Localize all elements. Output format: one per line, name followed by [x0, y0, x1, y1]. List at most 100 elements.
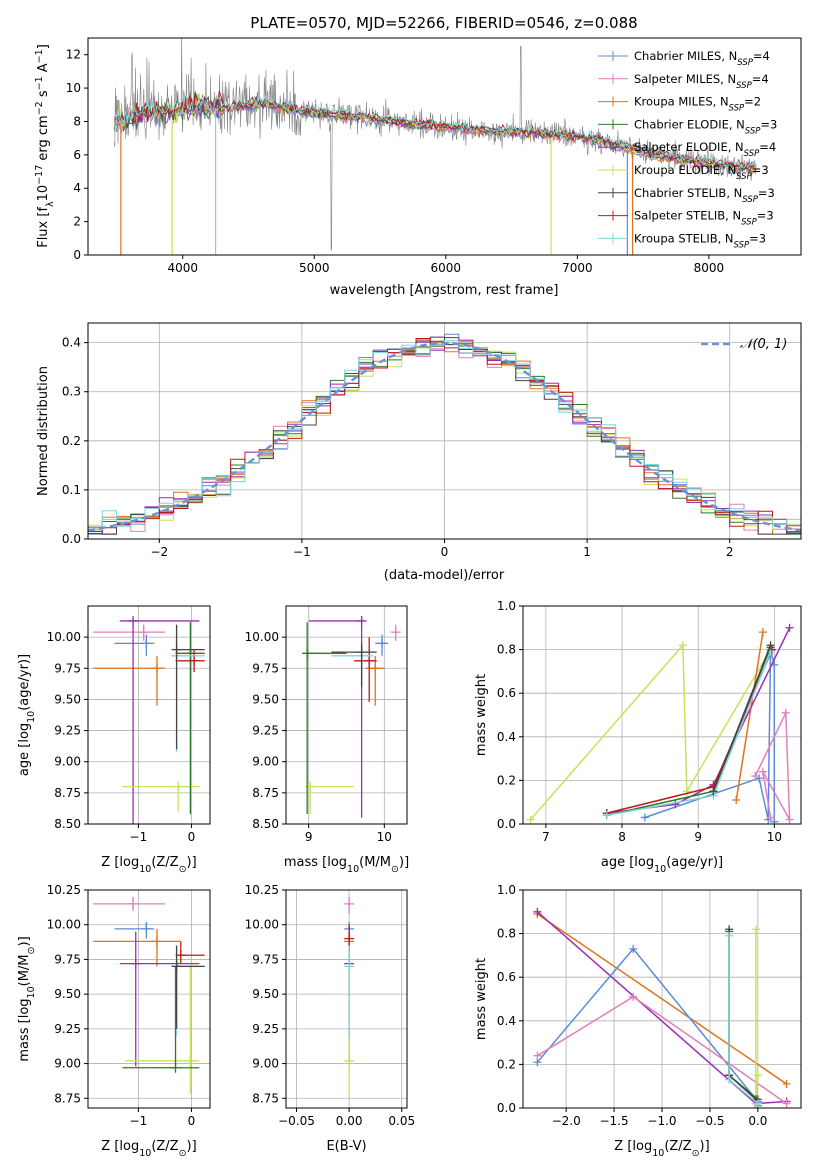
- mass-weight-marker-chabrier_miles: [640, 813, 649, 822]
- y-tick-label: 0.2: [497, 1057, 516, 1071]
- spectrum-y-axis-label-part: −17: [34, 165, 45, 185]
- y-tick-label: 0.2: [497, 773, 516, 787]
- x-tick-label: −1: [293, 545, 311, 559]
- legend-nssp-value: =4: [753, 49, 770, 63]
- normal-distribution-curve: [88, 341, 801, 532]
- mass-weight-marker-salpeter_miles: [782, 1099, 791, 1108]
- mass-weight-marker-kroupa_elodie: [751, 925, 760, 934]
- z-weight-panel-x-axis-label-part: 10: [652, 1148, 664, 1159]
- y-tick-label: 8.50: [252, 817, 279, 831]
- legend-entry-kroupa_elodie: Kroupa ELODIE, NSSP=3: [634, 163, 769, 182]
- age-weight-panel-x-axis-label-part: (age/yr)]: [666, 855, 723, 870]
- mass-age-panel-x-axis-label-part: (M/M: [359, 855, 391, 870]
- mass-weight-marker-kroupa_stelib: [753, 1099, 762, 1108]
- z-mass-panel-x-axis-label: Z [log10(Z/Z⊙)]: [101, 1139, 196, 1159]
- point-marker-chabrier_stelib: [356, 647, 367, 658]
- x-tick-label: 0.0: [748, 1114, 767, 1128]
- y-tick-label: 10.00: [245, 630, 279, 644]
- y-tick-label: 0.4: [497, 730, 516, 744]
- y-tick-label: 0.6: [497, 970, 516, 984]
- y-tick-label: 9.00: [54, 1057, 81, 1071]
- spectrum-y-axis-label-part: 10: [36, 185, 51, 202]
- y-tick-label: 10.00: [47, 630, 81, 644]
- x-tick-label: −0.05: [278, 1114, 315, 1128]
- z-age-panel-x-axis-label-part: Z [log: [101, 855, 139, 870]
- z-age-panel-x-axis-label-part: ⊙: [179, 864, 187, 875]
- y-tick-label: 9.50: [54, 692, 81, 706]
- mass-age-panel-x-axis-label-part: ⊙: [391, 864, 399, 875]
- y-tick-label: 9.75: [54, 952, 81, 966]
- point-marker-chabrier_elodie: [170, 1062, 181, 1073]
- legend-nssp-value: =3: [760, 117, 777, 131]
- residual-panel: −2 −1 0 1 2 0.0 0.1 0.2 0.3 0.4 𝒩(0, 1) (data-model…: [36, 322, 802, 583]
- legend-entry-salpeter_stelib: Salpeter STELIB, NSSP=3: [634, 209, 774, 228]
- y-tick-label: 10.25: [47, 883, 81, 897]
- legend-entry-kroupa_stelib: Kroupa STELIB, NSSP=3: [634, 231, 766, 250]
- mass-weight-marker-salpeter_miles: [785, 815, 794, 824]
- z-mass-panel-x-axis-label-part: )]: [187, 1139, 197, 1154]
- z-weight-panel-plot-area: [533, 907, 791, 1108]
- x-tick-label: 8: [618, 830, 626, 844]
- legend-model-name: Chabrier ELODIE, N: [634, 117, 745, 131]
- x-tick-label: 0: [441, 545, 449, 559]
- legend-nssp-value: =3: [752, 163, 769, 177]
- spectrum-panel-frame: [87, 37, 802, 256]
- z-weight-panel-x-axis-label-part: ⊙: [692, 1148, 700, 1159]
- age-weight-panel-y-axis-label: mass weight: [474, 674, 489, 756]
- y-tick-label: 0: [73, 248, 81, 262]
- z-age-panel-frame: [87, 605, 211, 825]
- mass-weight-marker-kroupa_stelib: [725, 1075, 734, 1084]
- mass-age-panel: 9 10 8.50 8.75 9.00 9.25 9.50 9.75 10.00 mass [lo…: [245, 605, 409, 875]
- y-tick-label: 8.75: [54, 1091, 81, 1105]
- mass-age-panel-x-axis-label-part: )]: [399, 855, 409, 870]
- y-tick-label: 9.75: [252, 952, 279, 966]
- legend-subscript: SSP: [737, 58, 753, 68]
- residual-y-axis-label: Normed distribution: [36, 366, 51, 496]
- legend-nssp-value: =3: [758, 186, 775, 200]
- y-tick-label: 10.00: [47, 918, 81, 932]
- z-weight-panel: −2.0 −1.5 −1.0 −0.5 0.0 0.0 0.2 0.4 0.6 0.8 1.0 Z […: [474, 883, 802, 1159]
- point-marker-kroupa_miles: [370, 663, 381, 674]
- spectrum-panel: 4000 5000 6000 7000 8000 0 2 4 6 8 10 12 Chabrier MI…: [34, 37, 802, 298]
- spectrum-x-axis-label: wavelength [Angstrom, rest frame]: [330, 283, 559, 298]
- y-tick-label: 8.75: [252, 786, 279, 800]
- point-marker-salpeter_miles: [390, 627, 401, 638]
- x-tick-label: 0: [188, 830, 196, 844]
- y-tick-label: 9.25: [54, 724, 81, 738]
- point-marker-kroupa_elodie: [344, 1055, 355, 1066]
- legend-nssp-value: =2: [744, 95, 761, 109]
- legend-model-name: Salpeter ELODIE, N: [634, 140, 744, 154]
- x-tick-label: 1: [583, 545, 591, 559]
- ebv-mass-panel-frame: [285, 889, 408, 1109]
- spectrum-y-axis-label-part: Flux [f: [36, 207, 51, 248]
- x-tick-label: 0: [188, 1114, 196, 1128]
- point-marker-kroupa_miles: [151, 936, 162, 947]
- y-tick-label: 9.25: [54, 1022, 81, 1036]
- z-mass-panel-x-axis-label-part: 10: [139, 1148, 151, 1159]
- z-mass-panel-plot-area: [93, 896, 205, 1095]
- legend-model-name: Kroupa STELIB, N: [634, 231, 734, 245]
- z-age-panel-plot-area: [93, 615, 205, 824]
- point-marker-salpeter_elodie: [356, 615, 367, 626]
- legend-entry-chabrier_miles: Chabrier MILES, NSSP=4: [634, 49, 770, 68]
- z-mass-panel-y-axis-label-part: )]: [17, 936, 32, 946]
- mass-weight-marker-salpeter_miles: [629, 992, 638, 1001]
- mass-weight-line-kroupa_miles: [735, 632, 764, 801]
- residual-panel-plot-area: [88, 333, 801, 535]
- z-weight-panel-x-axis-label-part: (Z/Z: [664, 1139, 691, 1154]
- mass-weight-marker-kroupa_stelib: [725, 931, 734, 940]
- legend-subscript: SSP: [742, 195, 758, 205]
- z-mass-panel-x-axis-label-part: ⊙: [179, 1148, 187, 1159]
- x-tick-label: 7: [542, 830, 550, 844]
- legend-nssp-value: =3: [757, 209, 774, 223]
- legend-model-name: Salpeter MILES, N: [634, 72, 736, 86]
- point-marker-chabrier_stelib: [171, 961, 182, 972]
- y-tick-label: 9.25: [252, 724, 279, 738]
- legend-entry-salpeter_elodie: Salpeter ELODIE, NSSP=4: [634, 140, 776, 159]
- legend-model-name: Kroupa MILES, N: [634, 95, 729, 109]
- z-weight-panel-x-axis-label: Z [log10(Z/Z⊙)]: [614, 1139, 709, 1159]
- x-tick-label: 5000: [299, 261, 330, 275]
- z-mass-panel-y-axis-label: mass [log10(M/M⊙)]: [17, 936, 37, 1061]
